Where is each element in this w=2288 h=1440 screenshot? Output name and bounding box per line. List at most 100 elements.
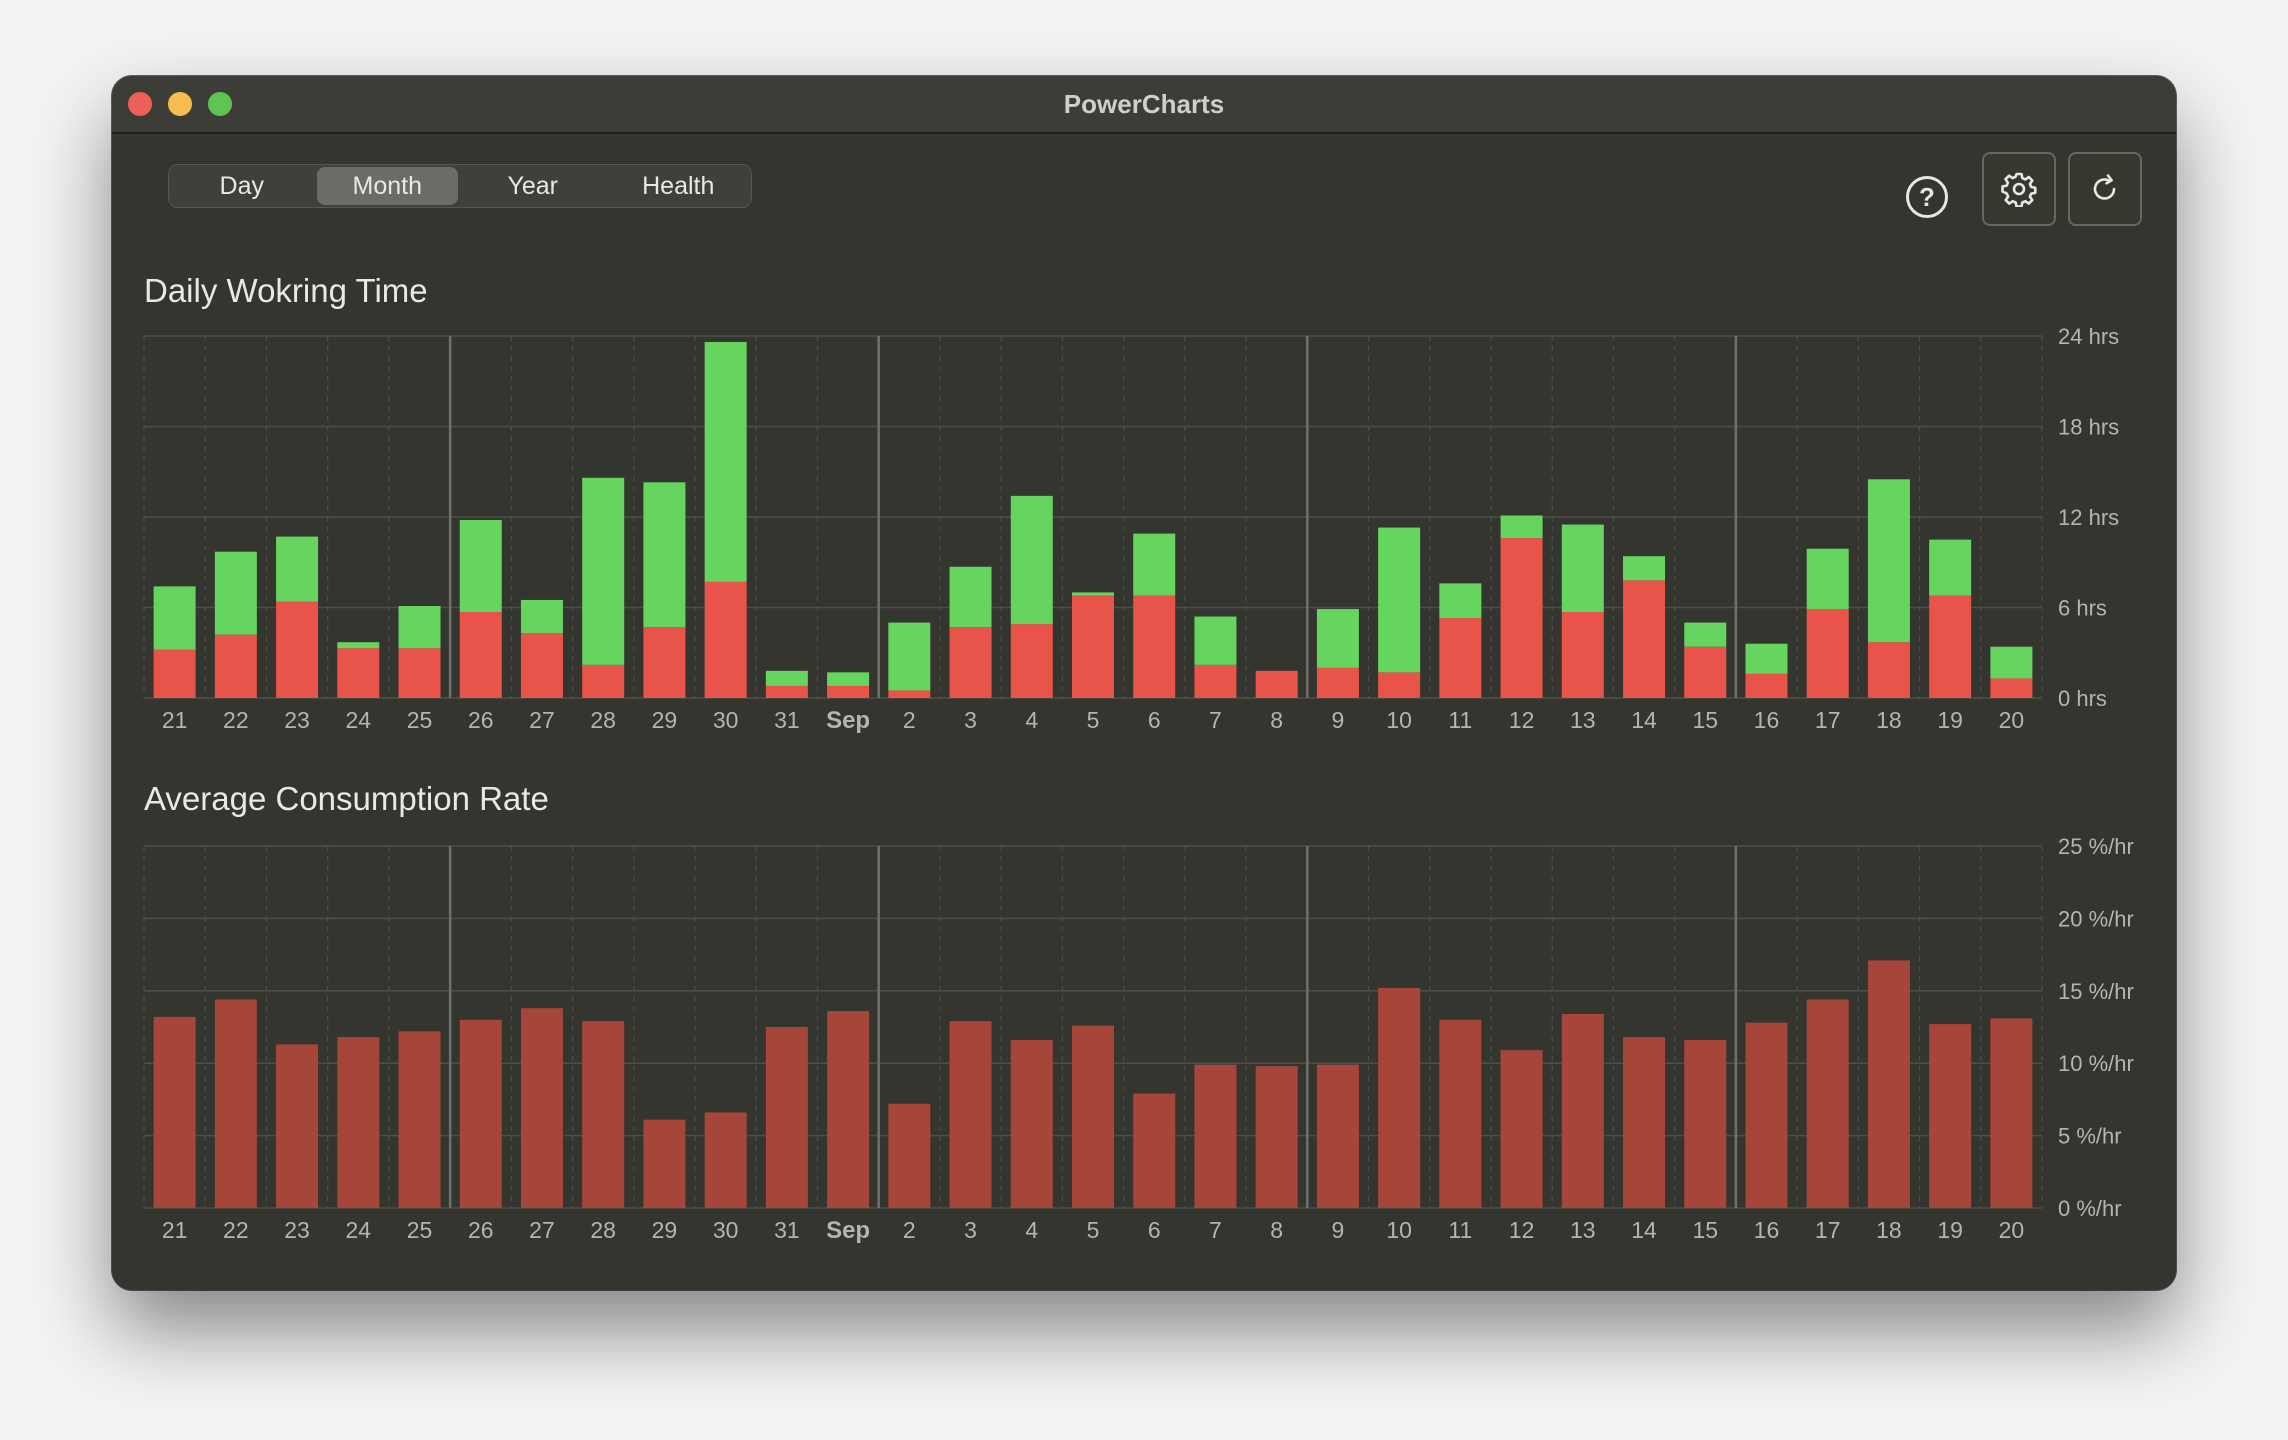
bar-consumption xyxy=(1010,1040,1053,1208)
bar-consumption xyxy=(1194,1064,1237,1208)
bar-red xyxy=(704,581,747,698)
x-tick-label: 26 xyxy=(468,1217,494,1243)
tab-day[interactable]: Day xyxy=(219,172,264,200)
y-tick-label: 0 hrs xyxy=(2058,686,2107,711)
settings-button[interactable] xyxy=(1982,152,2056,226)
bar-red xyxy=(1561,612,1604,698)
bar-green xyxy=(1133,533,1176,596)
bar-green xyxy=(643,482,686,628)
bar-consumption xyxy=(1867,960,1910,1208)
bar-green xyxy=(1929,539,1972,596)
x-tick-label: 19 xyxy=(1937,1217,1963,1243)
bar-green xyxy=(888,622,931,691)
bar-consumption xyxy=(459,1019,502,1208)
bar-red xyxy=(1867,642,1910,698)
x-tick-label: 29 xyxy=(652,707,678,733)
y-tick-label: 15 %/hr xyxy=(2058,979,2134,1004)
bar-consumption xyxy=(888,1103,931,1208)
bar-consumption xyxy=(1990,1018,2033,1208)
period-segmented-control: Day Month Year Health xyxy=(168,164,752,208)
bar-green xyxy=(1194,616,1237,665)
x-tick-label: 27 xyxy=(529,1217,555,1243)
x-tick-label: 28 xyxy=(590,1217,616,1243)
bar-red xyxy=(1990,678,2033,698)
refresh-icon xyxy=(2093,174,2116,200)
bar-red xyxy=(398,648,441,698)
bar-green xyxy=(1010,495,1053,625)
refresh-button[interactable] xyxy=(2068,152,2142,226)
bar-consumption xyxy=(276,1044,319,1208)
x-tick-label: 30 xyxy=(713,707,739,733)
bar-consumption xyxy=(398,1031,441,1208)
bar-red xyxy=(1439,618,1482,698)
x-tick-label: 5 xyxy=(1087,1217,1100,1243)
bar-green xyxy=(459,520,502,613)
bar-consumption xyxy=(153,1016,196,1208)
bar-consumption xyxy=(1316,1064,1359,1208)
bar-consumption xyxy=(704,1112,747,1208)
x-tick-label: 13 xyxy=(1570,1217,1596,1243)
bar-consumption xyxy=(1072,1025,1114,1208)
bar-green xyxy=(949,566,992,628)
x-tick-label: 29 xyxy=(652,1217,678,1243)
x-tick-label: 25 xyxy=(407,1217,433,1243)
bar-green xyxy=(1623,556,1666,581)
x-tick-label: 18 xyxy=(1876,707,1902,733)
bar-green xyxy=(276,536,319,602)
bar-consumption xyxy=(1133,1093,1176,1208)
bar-consumption xyxy=(1500,1050,1543,1208)
bar-green xyxy=(1561,524,1604,613)
y-tick-label: 12 hrs xyxy=(2058,505,2119,530)
bar-green xyxy=(214,551,257,635)
x-tick-label: 28 xyxy=(590,707,616,733)
bar-green xyxy=(1072,592,1114,596)
bar-red xyxy=(1500,538,1543,698)
bar-green xyxy=(765,670,808,686)
x-tick-label: 12 xyxy=(1509,1217,1535,1243)
x-tick-label: 18 xyxy=(1876,1217,1902,1243)
tab-year[interactable]: Year xyxy=(507,172,558,200)
tab-health[interactable]: Health xyxy=(642,172,715,200)
bar-green xyxy=(827,672,870,686)
close-window-button[interactable] xyxy=(128,92,152,116)
zoom-window-button[interactable] xyxy=(208,92,232,116)
y-tick-label: 6 hrs xyxy=(2058,596,2107,621)
bar-consumption xyxy=(765,1027,808,1208)
bar-red xyxy=(1255,670,1298,698)
tab-month[interactable]: Month xyxy=(316,167,458,205)
bar-consumption xyxy=(1439,1019,1482,1208)
x-tick-label: 21 xyxy=(162,707,188,733)
bar-green xyxy=(1745,643,1788,674)
x-tick-label: 24 xyxy=(345,707,371,733)
bar-red xyxy=(459,612,502,698)
bar-consumption xyxy=(1623,1037,1666,1208)
bar-red xyxy=(276,601,319,698)
bar-green xyxy=(1806,548,1849,610)
x-tick-label: 7 xyxy=(1209,1217,1222,1243)
x-tick-label: Sep xyxy=(826,1217,870,1244)
x-tick-label: 15 xyxy=(1692,707,1718,733)
x-tick-label: 25 xyxy=(407,707,433,733)
bar-red xyxy=(1133,595,1176,698)
x-tick-label: 16 xyxy=(1754,707,1780,733)
bar-green xyxy=(337,642,380,649)
x-tick-label: 4 xyxy=(1025,707,1038,733)
x-tick-label: 17 xyxy=(1815,707,1841,733)
y-tick-label: 18 hrs xyxy=(2058,415,2119,440)
working-time-chart-title: Daily Wokring Time xyxy=(144,272,428,309)
bar-red xyxy=(1378,672,1421,698)
minimize-window-button[interactable] xyxy=(168,92,192,116)
bar-green xyxy=(582,477,625,665)
x-tick-label: Sep xyxy=(826,707,870,734)
bar-green xyxy=(1684,622,1727,647)
bar-consumption xyxy=(949,1021,992,1208)
consumption-chart-title: Average Consumption Rate xyxy=(144,780,549,817)
bar-consumption xyxy=(827,1011,870,1208)
bar-red xyxy=(1806,609,1849,698)
bar-consumption xyxy=(1806,999,1849,1208)
bar-red xyxy=(1929,595,1972,698)
x-tick-label: 8 xyxy=(1270,707,1283,733)
x-tick-label: 2 xyxy=(903,1217,916,1243)
bar-green xyxy=(1990,646,2033,679)
help-button[interactable]: ? xyxy=(1906,176,1948,218)
